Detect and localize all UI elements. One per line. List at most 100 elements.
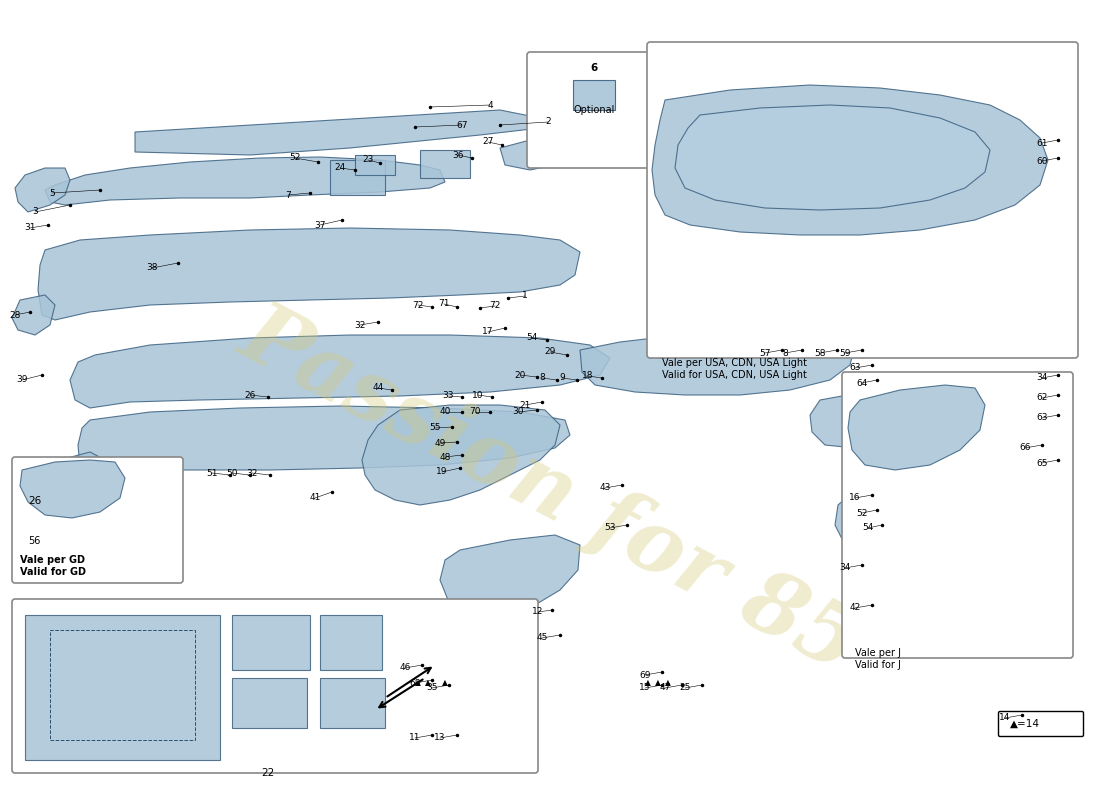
Text: 48: 48 [439, 453, 451, 462]
Text: 11: 11 [409, 734, 420, 742]
Text: 71: 71 [438, 299, 450, 309]
Text: Optional: Optional [573, 105, 615, 115]
Polygon shape [379, 605, 530, 668]
FancyBboxPatch shape [12, 457, 183, 583]
Polygon shape [835, 478, 975, 555]
Text: 20: 20 [515, 370, 526, 379]
Text: 26: 26 [244, 390, 255, 399]
Text: 55: 55 [429, 423, 441, 433]
Text: 13: 13 [434, 734, 446, 742]
Text: 65: 65 [1036, 458, 1047, 467]
Text: 63: 63 [1036, 414, 1047, 422]
Text: 34: 34 [1036, 374, 1047, 382]
Polygon shape [70, 335, 610, 408]
Text: 6: 6 [591, 63, 597, 73]
Polygon shape [675, 105, 990, 210]
Bar [232, 678, 307, 728]
Text: 45: 45 [537, 634, 548, 642]
Text: Valid for GD: Valid for GD [20, 567, 86, 577]
Text: 8: 8 [539, 374, 544, 382]
Text: 10: 10 [472, 390, 484, 399]
Text: 56: 56 [28, 536, 41, 546]
Text: 69: 69 [639, 670, 651, 679]
Text: 5: 5 [50, 189, 55, 198]
Text: Passion for 85: Passion for 85 [227, 292, 873, 688]
Text: 38: 38 [146, 263, 157, 273]
Text: 32: 32 [354, 321, 365, 330]
Text: 68: 68 [409, 678, 420, 687]
Text: 19: 19 [437, 467, 448, 477]
Text: 46: 46 [399, 663, 410, 673]
Text: ▲=14: ▲=14 [1010, 719, 1040, 729]
Bar [320, 678, 385, 728]
Text: 12: 12 [532, 607, 543, 617]
Text: 34: 34 [839, 563, 850, 573]
Text: 53: 53 [604, 523, 616, 533]
Text: 61: 61 [1036, 138, 1047, 147]
Polygon shape [580, 330, 855, 395]
Text: 28: 28 [9, 310, 21, 319]
Text: 64: 64 [856, 378, 868, 387]
Text: 18: 18 [582, 371, 594, 381]
Text: 62: 62 [1036, 394, 1047, 402]
Text: 40: 40 [439, 407, 451, 417]
Text: 3: 3 [32, 207, 37, 217]
FancyBboxPatch shape [999, 711, 1084, 737]
Text: 54: 54 [526, 334, 538, 342]
Text: Valid for USA, CDN, USA Light: Valid for USA, CDN, USA Light [662, 370, 807, 380]
Text: 17: 17 [482, 327, 494, 337]
FancyBboxPatch shape [12, 599, 538, 773]
Polygon shape [848, 385, 984, 470]
Polygon shape [20, 460, 125, 518]
Bar [420, 150, 470, 178]
Polygon shape [12, 295, 55, 335]
Text: 44: 44 [373, 383, 384, 393]
Text: ▲: ▲ [656, 678, 661, 687]
Text: 49: 49 [434, 438, 446, 447]
Bar [320, 615, 382, 670]
Text: 51: 51 [207, 469, 218, 478]
Text: 37: 37 [315, 221, 326, 230]
Text: 72: 72 [412, 301, 424, 310]
Text: ▲: ▲ [442, 678, 448, 687]
Text: 1: 1 [522, 291, 528, 301]
Text: 4: 4 [487, 101, 493, 110]
Text: 72: 72 [490, 302, 500, 310]
Text: 7: 7 [285, 190, 290, 199]
Text: 23: 23 [362, 155, 374, 165]
Text: ▲: ▲ [415, 678, 421, 687]
Text: 67: 67 [456, 121, 468, 130]
Text: Valid for J: Valid for J [855, 660, 901, 670]
Text: 52: 52 [856, 509, 868, 518]
Text: 2: 2 [546, 118, 551, 126]
Text: 43: 43 [600, 483, 610, 493]
Bar [50, 630, 195, 740]
Text: 63: 63 [849, 363, 860, 373]
Text: 36: 36 [452, 150, 464, 159]
Text: 21: 21 [519, 401, 530, 410]
Polygon shape [652, 85, 1048, 235]
Text: ▲: ▲ [666, 678, 671, 687]
Text: 59: 59 [839, 349, 850, 358]
Text: 54: 54 [862, 523, 873, 533]
Text: ▲: ▲ [645, 678, 651, 687]
Text: 15: 15 [639, 683, 651, 693]
Polygon shape [78, 406, 570, 478]
Text: 33: 33 [442, 391, 453, 401]
Text: 9: 9 [559, 374, 565, 382]
Text: 27: 27 [482, 138, 494, 146]
Text: 57: 57 [759, 349, 771, 358]
Bar [232, 615, 310, 670]
Polygon shape [45, 157, 446, 205]
Text: 50: 50 [227, 469, 238, 478]
Text: 24: 24 [334, 163, 345, 173]
Text: 22: 22 [262, 768, 275, 778]
Text: 52: 52 [289, 154, 300, 162]
Text: 58: 58 [814, 349, 826, 358]
Text: 31: 31 [24, 223, 35, 233]
Text: 47: 47 [659, 683, 671, 693]
Text: Vale per J: Vale per J [855, 648, 901, 658]
Polygon shape [848, 540, 980, 622]
Bar [355, 155, 395, 175]
Polygon shape [440, 535, 580, 618]
